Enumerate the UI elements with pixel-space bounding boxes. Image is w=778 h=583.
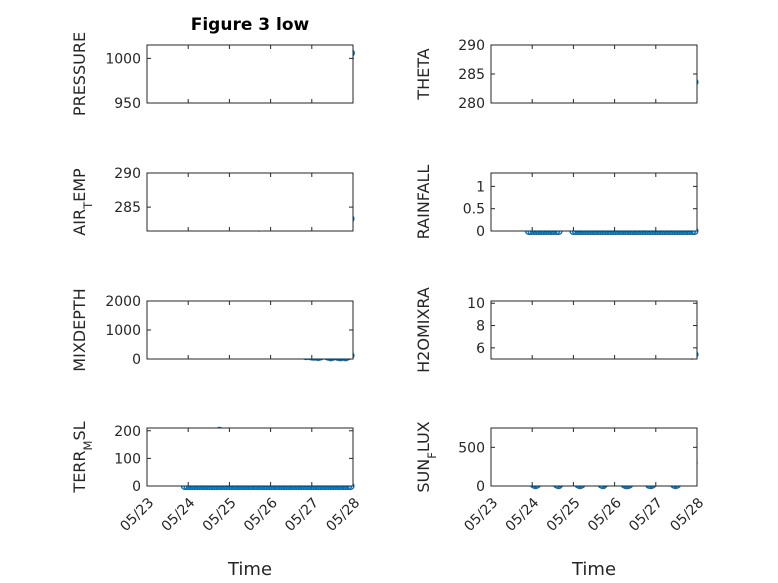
x-tick-label: 05/23 (461, 495, 501, 535)
x-tick-label: 05/25 (544, 495, 584, 535)
y-tick-label: 6 (476, 341, 485, 357)
y-axis-label: AIRTEMP (70, 168, 95, 236)
y-tick-label: 0.5 (463, 202, 485, 218)
axes-frame (146, 172, 354, 232)
x-tick-label: 05/28 (667, 495, 707, 535)
axes-frame (490, 44, 698, 104)
subplot-air_temp: 285 290 AIRTEMP (70, 166, 355, 236)
subplot-theta: 280 285 290 THETA (414, 38, 699, 112)
y-tick-label: 8 (476, 319, 485, 335)
x-tick-label: 05/24 (503, 495, 543, 535)
y-axis-label: THETA (414, 48, 433, 100)
y-tick-label: 10 (467, 296, 485, 312)
x-axis-label-left: Time (227, 559, 272, 580)
subplot-mixdepth: 0 1000 2000 MIXDEPTH (70, 288, 355, 372)
subplot-pressure: 950 1000 PRESSURE (70, 32, 356, 116)
y-tick-label: 2000 (105, 294, 141, 310)
y-tick-label: 285 (458, 67, 485, 83)
y-axis-label: RAINFALL (414, 165, 433, 240)
x-tick-label: 05/27 (626, 495, 666, 535)
y-axis-label: H2OMIXRA (414, 287, 433, 373)
x-tick-label: 05/28 (323, 495, 363, 535)
axes-frame (146, 300, 354, 360)
y-axis-label: TERRMSL (70, 421, 95, 493)
y-tick-label: 500 (458, 440, 485, 456)
y-tick-label: 200 (114, 424, 141, 440)
y-tick-label: 0 (132, 479, 141, 495)
y-tick-label: 0 (132, 352, 141, 368)
axes-frame (490, 427, 698, 487)
axes-frame (490, 300, 698, 360)
subplot-sun_flux: 0 500 05/23 05/24 05/25 05/26 05/27 05/28 SUNFLU… (414, 421, 707, 534)
subplot-h2omixra: 6 8 10 H2OMIXRA (414, 287, 699, 373)
axes-frame (146, 44, 354, 104)
y-tick-label: 285 (114, 200, 141, 216)
x-axis-label-right: Time (571, 559, 616, 580)
y-tick-label: 0 (476, 224, 485, 240)
y-tick-label: 1000 (105, 323, 141, 339)
x-tick-label: 05/25 (200, 495, 240, 535)
x-tick-label: 05/27 (282, 495, 322, 535)
axes-frame (490, 172, 698, 232)
y-tick-label: 1000 (105, 51, 141, 67)
subplot-terr_msl: 0 100 200 05/23 05/24 05/25 05/26 05/27 05/28 TER… (70, 421, 363, 534)
y-tick-label: 100 (114, 451, 141, 467)
x-tick-label: 05/26 (585, 495, 625, 535)
y-axis-label: SUNFLUX (414, 421, 439, 492)
figure-title: Figure 3 low (191, 15, 310, 35)
subplot-rainfall: 0 0.5 1 RAINFALL (414, 165, 699, 240)
y-tick-label: 280 (458, 96, 485, 112)
y-tick-label: 1 (476, 179, 485, 195)
y-tick-label: 0 (476, 479, 485, 495)
x-tick-label: 05/24 (159, 495, 199, 535)
x-tick-label: 05/23 (117, 495, 157, 535)
y-tick-label: 290 (114, 166, 141, 182)
y-axis-label: PRESSURE (70, 32, 89, 116)
y-tick-label: 290 (458, 38, 485, 54)
y-axis-label: MIXDEPTH (70, 288, 89, 371)
x-tick-label: 05/26 (241, 495, 281, 535)
y-tick-label: 950 (114, 96, 141, 112)
axes-frame (146, 427, 354, 487)
